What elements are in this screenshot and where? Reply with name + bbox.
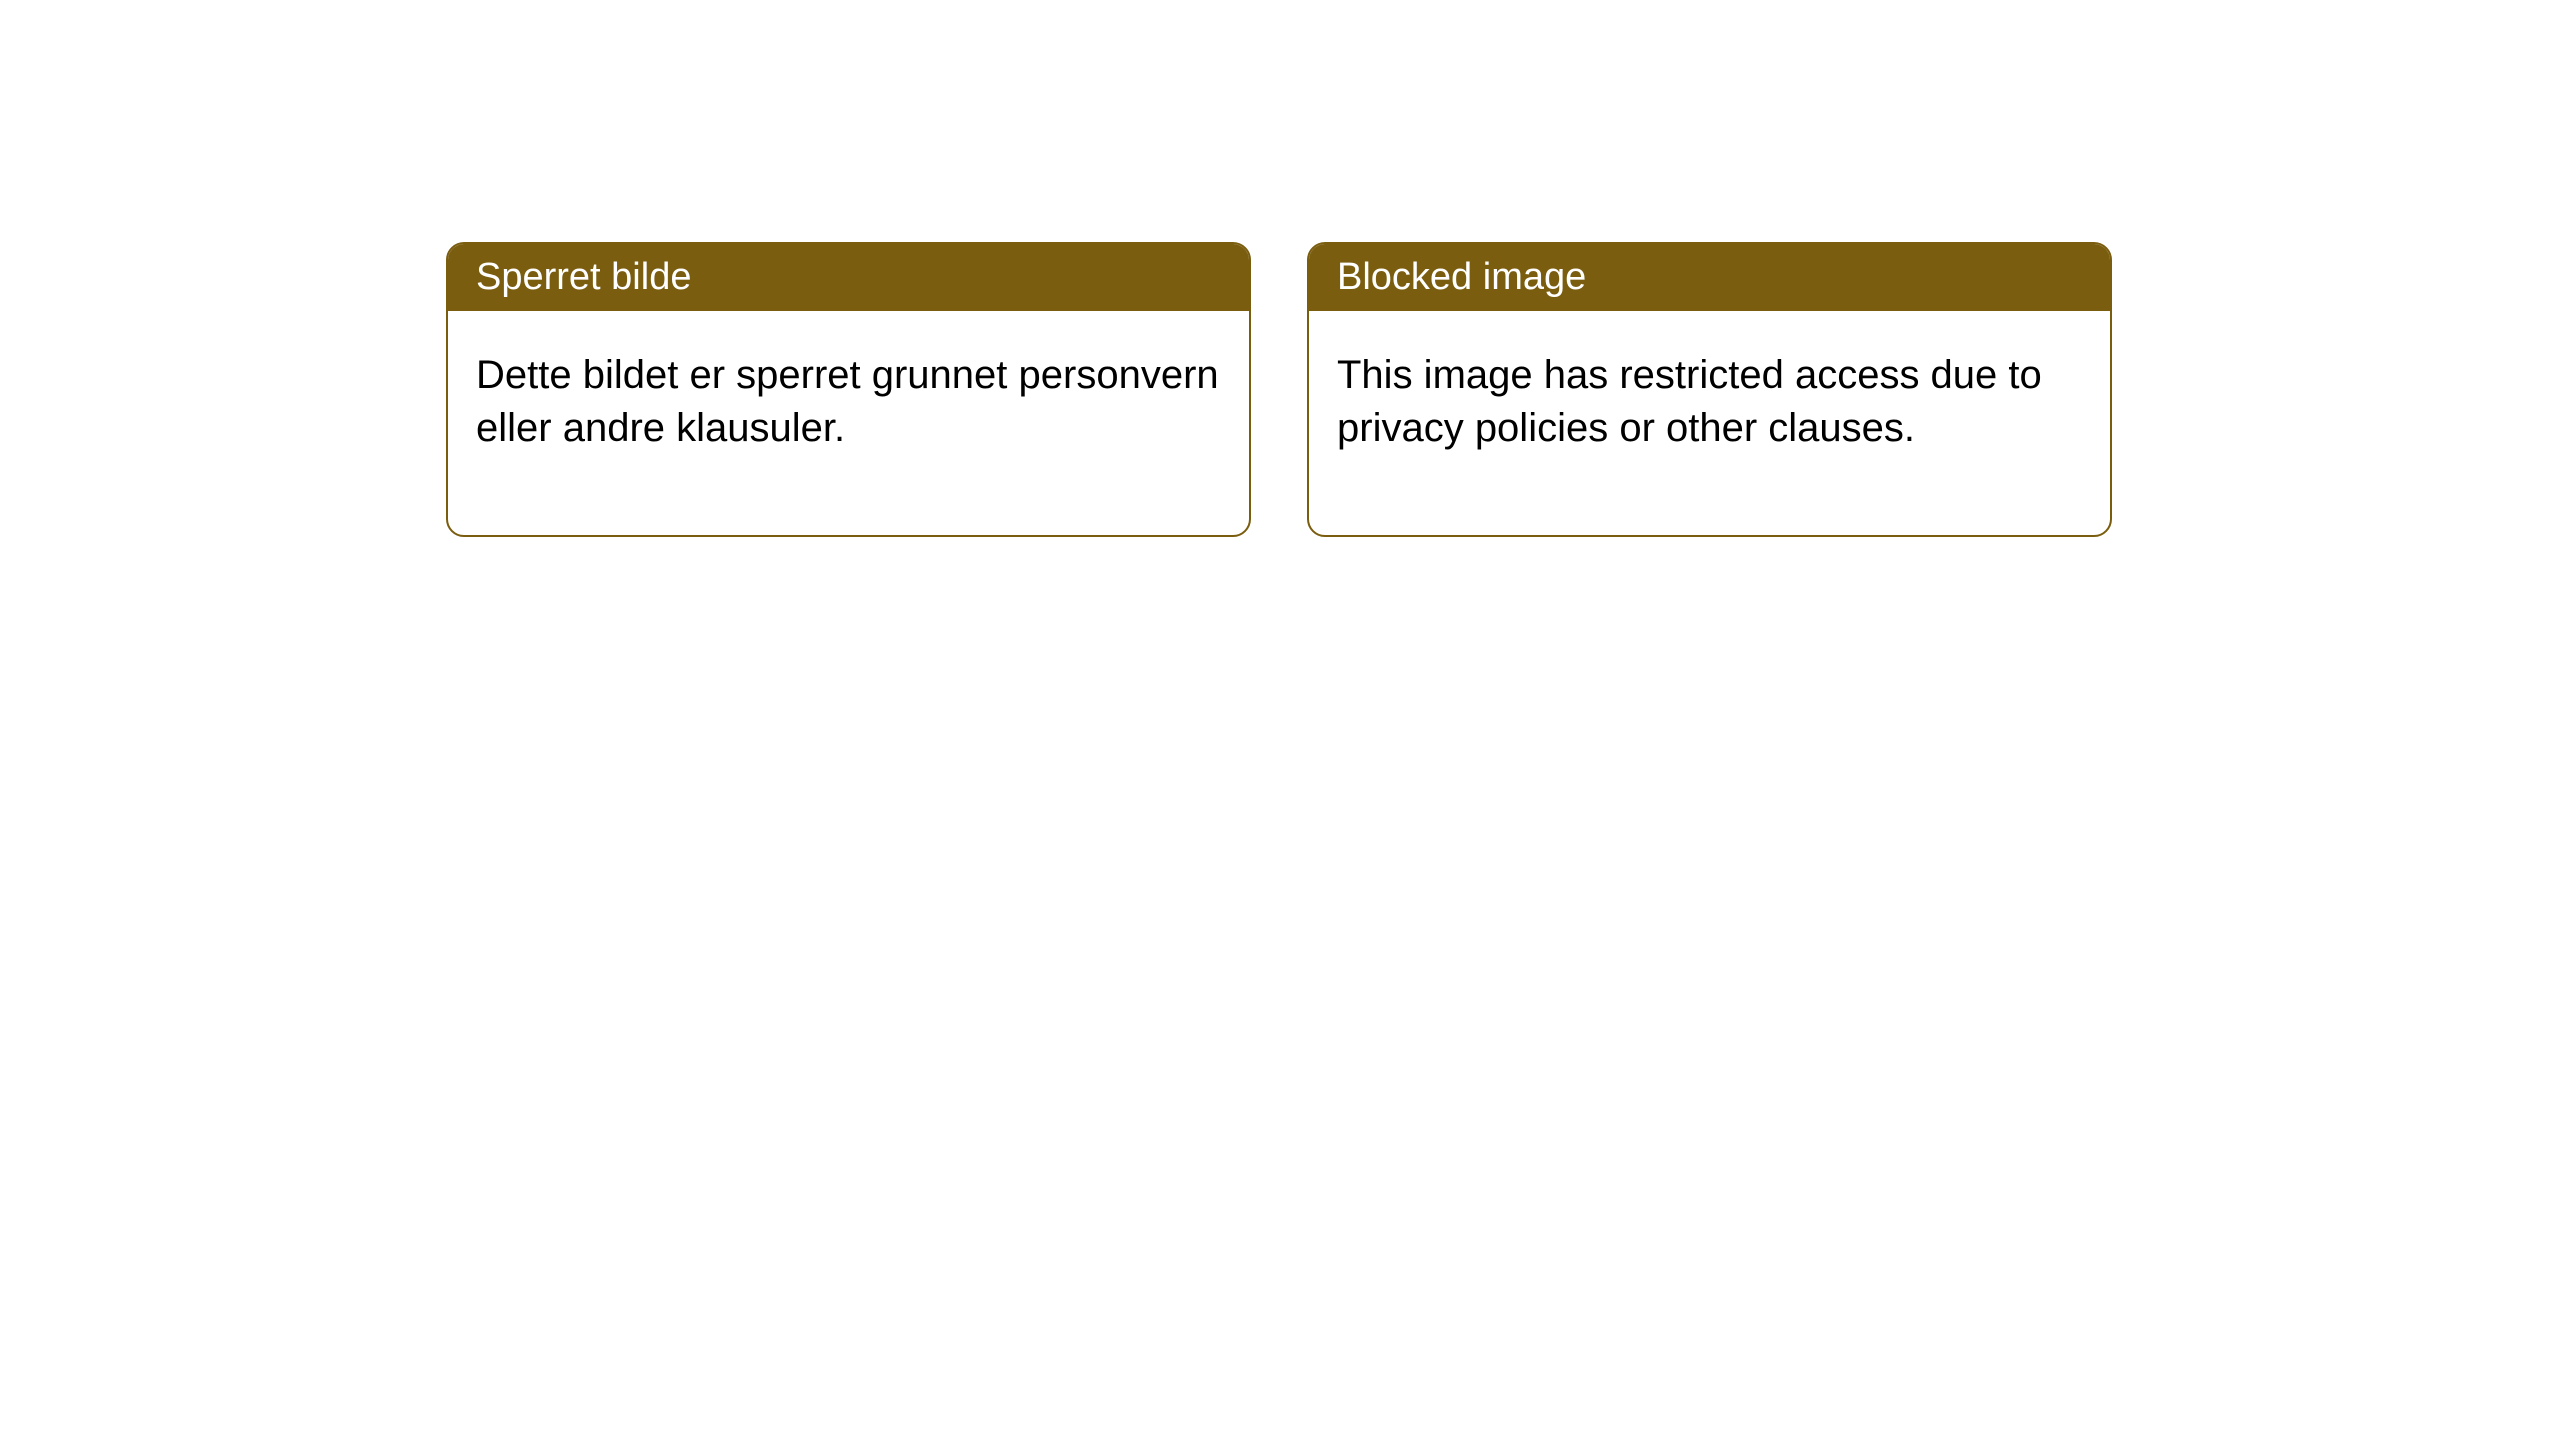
card-title: Blocked image [1337,256,1586,298]
notice-cards-container: Sperret bilde Dette bildet er sperret gr… [446,242,2112,537]
card-body-text: Dette bildet er sperret grunnet personve… [476,353,1219,450]
notice-card-english: Blocked image This image has restricted … [1307,242,2112,537]
card-header: Sperret bilde [448,244,1249,311]
card-body: This image has restricted access due to … [1309,311,2110,535]
notice-card-norwegian: Sperret bilde Dette bildet er sperret gr… [446,242,1251,537]
card-body: Dette bildet er sperret grunnet personve… [448,311,1249,535]
card-title: Sperret bilde [476,256,691,298]
card-header: Blocked image [1309,244,2110,311]
card-body-text: This image has restricted access due to … [1337,353,2042,450]
